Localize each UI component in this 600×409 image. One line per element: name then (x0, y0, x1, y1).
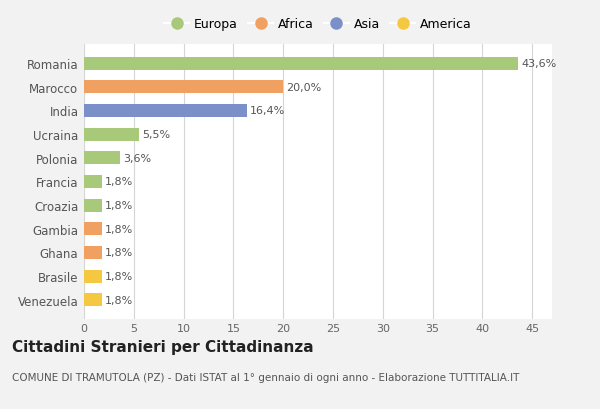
Text: 1,8%: 1,8% (105, 224, 133, 234)
Bar (84, 81, 283, 94)
Bar (84, 152, 120, 165)
Text: 20,0%: 20,0% (286, 83, 322, 92)
Text: 43,6%: 43,6% (521, 59, 556, 69)
Text: 1,8%: 1,8% (105, 177, 133, 187)
Text: 5,5%: 5,5% (142, 130, 170, 140)
Bar (84, 270, 102, 283)
Text: 3,6%: 3,6% (123, 153, 151, 163)
Text: 1,8%: 1,8% (105, 248, 133, 258)
Bar (84, 128, 139, 141)
Bar (84, 294, 102, 307)
Bar (84, 199, 102, 212)
Legend: Europa, Africa, Asia, America: Europa, Africa, Asia, America (161, 16, 475, 34)
Text: 1,8%: 1,8% (105, 201, 133, 211)
Bar (84, 175, 102, 189)
Bar (84, 105, 247, 118)
Text: 16,4%: 16,4% (250, 106, 286, 116)
Text: 1,8%: 1,8% (105, 272, 133, 281)
Bar (84, 223, 102, 236)
Text: COMUNE DI TRAMUTOLA (PZ) - Dati ISTAT al 1° gennaio di ogni anno - Elaborazione : COMUNE DI TRAMUTOLA (PZ) - Dati ISTAT al… (12, 372, 520, 382)
Bar (84, 57, 518, 70)
Text: 1,8%: 1,8% (105, 295, 133, 305)
Text: Cittadini Stranieri per Cittadinanza: Cittadini Stranieri per Cittadinanza (12, 339, 314, 355)
Bar (84, 246, 102, 259)
